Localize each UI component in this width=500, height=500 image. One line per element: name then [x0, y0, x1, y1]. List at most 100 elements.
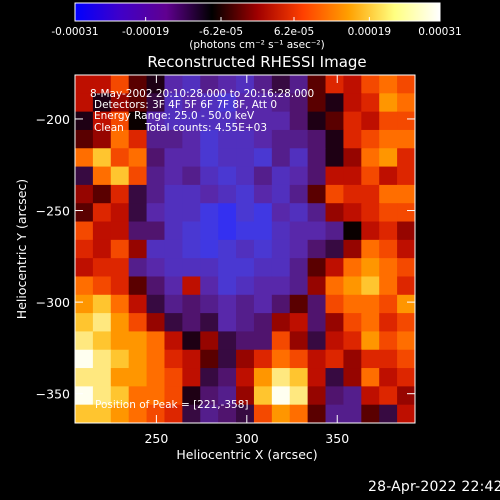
heatmap-cell — [75, 184, 94, 204]
heatmap-cell — [236, 148, 255, 168]
heatmap-cell — [146, 148, 166, 168]
heatmap-cell — [397, 368, 415, 387]
y-tick-label: −300 — [36, 295, 70, 310]
heatmap-cell — [271, 386, 291, 406]
heatmap-cell — [325, 386, 345, 406]
heatmap-cell — [361, 221, 380, 241]
y-tick-label: −350 — [36, 387, 70, 402]
heatmap-cell — [253, 313, 273, 333]
heatmap-cell — [397, 404, 415, 423]
y-axis-ticks: −350 −300 −250 −200 — [36, 112, 415, 402]
heatmap-cell — [164, 111, 183, 131]
heatmap-cell — [271, 184, 291, 204]
heatmap-cell — [361, 111, 380, 131]
heatmap-cell — [307, 203, 327, 223]
heatmap-cell — [343, 349, 362, 369]
heatmap-cell — [343, 386, 362, 406]
heatmap-cell — [128, 349, 148, 369]
heatmap-cell — [110, 184, 130, 204]
heatmap-cell — [200, 93, 219, 113]
heatmap-cell — [397, 313, 415, 333]
heatmap-cell — [379, 404, 398, 423]
heatmap-cell — [146, 75, 166, 94]
heatmap-cell — [325, 111, 345, 131]
heatmap-cell — [236, 93, 255, 113]
heatmap-cell — [325, 75, 345, 94]
heatmap-cell — [253, 203, 273, 223]
heatmap-cell — [128, 184, 148, 204]
heatmap-cell — [253, 258, 273, 278]
heatmap-cell — [164, 93, 183, 113]
heatmap-cell — [92, 93, 112, 113]
heatmap-cell — [379, 276, 398, 296]
heatmap-cell — [75, 276, 94, 296]
heatmap-cell — [343, 276, 362, 296]
heatmap-cell — [110, 203, 130, 223]
heatmap-cell — [236, 75, 255, 94]
heatmap-cell — [325, 203, 345, 223]
heatmap-cell — [379, 75, 398, 94]
heatmap-cell — [361, 349, 380, 369]
heatmap-cell — [325, 239, 345, 259]
heatmap-cell — [307, 294, 327, 314]
heatmap-cell — [289, 93, 309, 113]
heatmap-cell — [253, 184, 273, 204]
heatmap-cell — [200, 349, 219, 369]
heatmap-cell — [379, 239, 398, 259]
heatmap-cell — [271, 239, 291, 259]
heatmap-cell — [164, 148, 183, 168]
annotation-method: Clean — [94, 122, 124, 134]
heatmap-cell — [75, 93, 94, 113]
heatmap-cell — [146, 349, 166, 369]
heatmap-cell — [200, 203, 219, 223]
heatmap-cell — [379, 203, 398, 223]
heatmap-cell — [164, 276, 183, 296]
heatmap-cell — [218, 148, 237, 168]
heatmap-cell — [397, 93, 415, 113]
heatmap-cell — [253, 129, 273, 149]
heatmap-cell — [75, 404, 94, 423]
heatmap-cell — [343, 221, 362, 241]
heatmap-cell — [182, 148, 201, 168]
heatmap-cell — [182, 386, 201, 406]
heatmap-cell — [182, 313, 201, 333]
heatmap-cell — [200, 75, 219, 94]
heatmap-cell — [182, 294, 201, 314]
heatmap-cell — [182, 166, 201, 186]
heatmap-cell — [128, 239, 148, 259]
heatmap-cell — [289, 75, 309, 94]
y-axis-label: Heliocentric Y (arcsec) — [14, 179, 29, 319]
heatmap-cell — [397, 75, 415, 94]
heatmap-cell — [200, 184, 219, 204]
heatmap-cell — [110, 129, 130, 149]
heatmap-cell — [253, 148, 273, 168]
heatmap-cell — [92, 258, 112, 278]
heatmap-cell — [75, 75, 94, 94]
heatmap-cell — [110, 294, 130, 314]
heatmap-cell — [289, 368, 309, 387]
heatmap-cell — [361, 404, 380, 423]
heatmap-cell — [236, 203, 255, 223]
heatmap-cell — [361, 129, 380, 149]
heatmap-cell — [110, 404, 130, 423]
heatmap-cell — [307, 93, 327, 113]
heatmap-cell — [397, 276, 415, 296]
heatmap-cell — [253, 294, 273, 314]
heatmap-cell — [361, 239, 380, 259]
heatmap-cell — [146, 331, 166, 351]
heatmap-cell — [92, 386, 112, 406]
heatmap-cell — [236, 166, 255, 186]
heatmap-cell — [182, 111, 201, 131]
heatmap-cell — [253, 239, 273, 259]
heatmap-cell — [271, 313, 291, 333]
heatmap-cell — [343, 368, 362, 387]
heatmap-cell — [397, 331, 415, 351]
heatmap-cell — [200, 221, 219, 241]
heatmap-cell — [182, 404, 201, 423]
heatmap-cell — [397, 386, 415, 406]
timestamp-footer: 28-Apr-2022 22:42 — [368, 479, 500, 495]
heatmap-cell — [236, 313, 255, 333]
heatmap-cell — [236, 294, 255, 314]
heatmap-cell — [146, 221, 166, 241]
